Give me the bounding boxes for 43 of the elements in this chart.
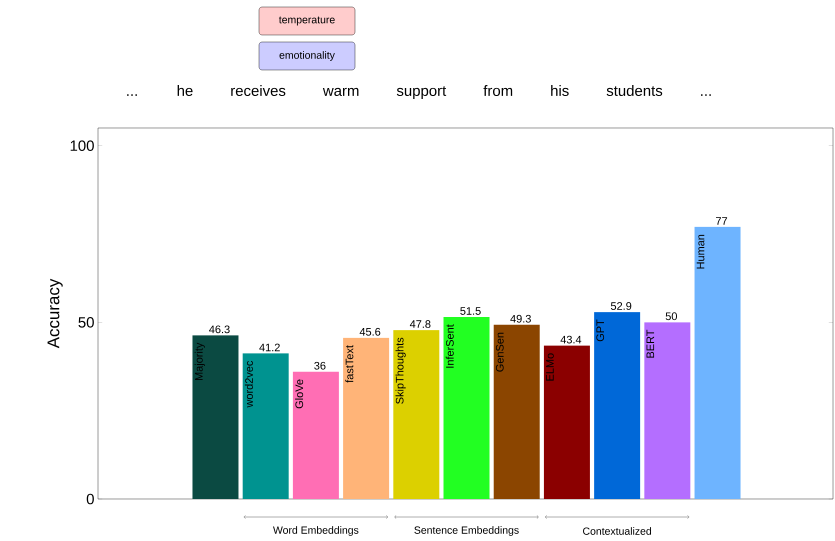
x-tick-label: GenSen: [496, 332, 504, 372]
data-label: 49.3: [510, 314, 531, 323]
y-axis-title: Accuracy: [48, 278, 63, 348]
data-label: 41.2: [259, 344, 280, 352]
x-tick-label: InferSent: [446, 324, 454, 368]
x-tick-label: Human: [696, 234, 704, 269]
x-tick-label: word2vec: [244, 360, 253, 408]
data-label: 77: [716, 217, 728, 225]
text: ... he receives warm support from his students ...: [127, 85, 711, 99]
text: temperature: [278, 16, 335, 26]
x-tick-label: GloVe: [295, 379, 304, 408]
x-tick-label: ELMo: [546, 353, 554, 381]
x-tick-label: SkipThoughts: [396, 338, 406, 404]
bar: [544, 346, 590, 499]
bar: [343, 338, 390, 499]
text: Contextualized: [583, 527, 652, 535]
bar: [644, 322, 690, 499]
x-tick-label: GPT: [596, 320, 604, 342]
bar: [192, 335, 238, 499]
data-label: 46.3: [209, 325, 230, 334]
bar: [292, 372, 339, 499]
data-label: 36: [314, 362, 326, 370]
x-tick-label: BERT: [646, 330, 654, 358]
x-tick-label: fastText: [345, 345, 354, 383]
text: Word Embeddings: [273, 526, 358, 536]
bar: [594, 312, 640, 499]
bar: [694, 226, 741, 499]
y-tick-label: 0: [86, 494, 94, 504]
bar: [494, 324, 540, 499]
data-label: 47.8: [410, 320, 430, 328]
text: Sentence Embeddings: [414, 526, 519, 536]
data-label: 51.5: [460, 307, 481, 315]
bar: [242, 353, 289, 499]
data-label: 50: [666, 312, 677, 320]
bar: [444, 317, 490, 499]
y-tick-label: 100: [70, 140, 94, 151]
bar: [393, 330, 440, 499]
y-tick-label: 50: [78, 317, 94, 328]
data-label: 43.4: [560, 336, 582, 344]
data-label: 45.6: [360, 328, 380, 336]
text: emotionality: [280, 51, 335, 61]
x-tick-label: Majority: [194, 342, 205, 380]
data-label: 52.9: [610, 302, 632, 310]
